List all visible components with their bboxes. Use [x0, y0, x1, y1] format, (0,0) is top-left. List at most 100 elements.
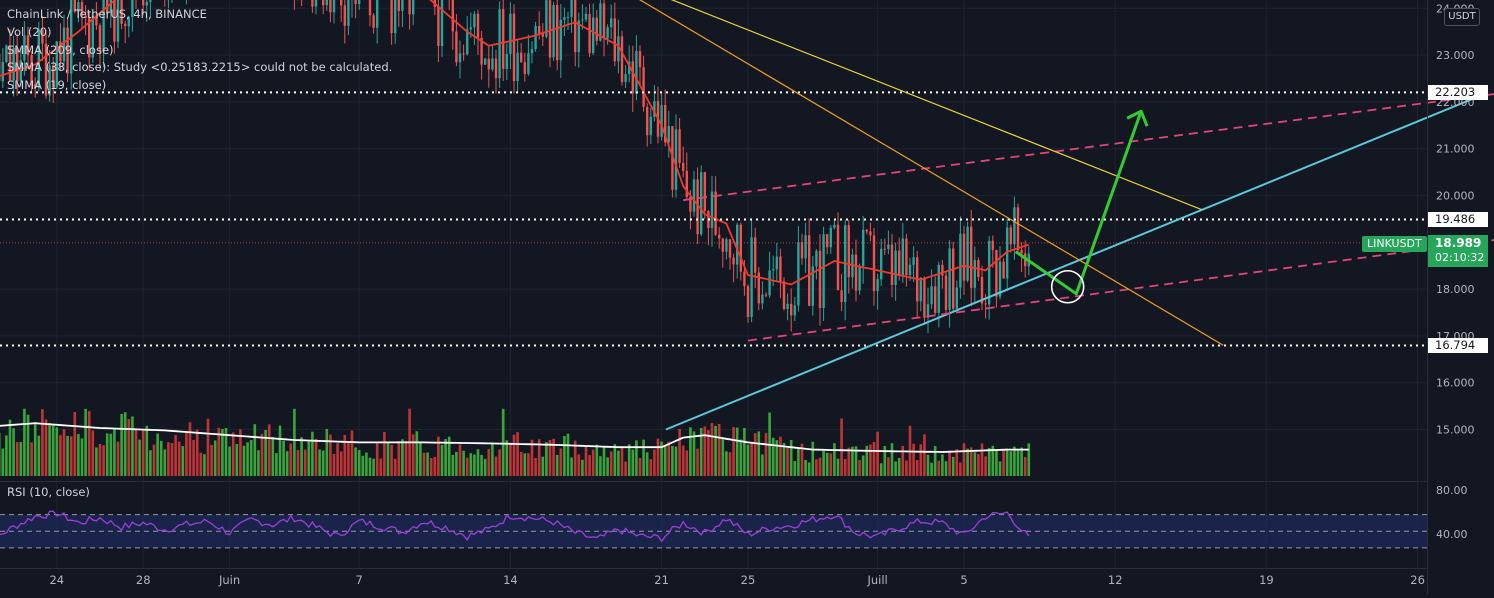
volume-bar — [761, 454, 764, 476]
indicator-smma-19[interactable]: SMMA (19, close) — [7, 77, 392, 95]
volume-bar — [66, 436, 69, 476]
volume-bar — [272, 437, 275, 476]
projection-arrow[interactable] — [1016, 111, 1141, 293]
volume-bar — [686, 451, 689, 476]
symbol-title[interactable]: ChainLink / TetherUS, 4h, BINANCE — [7, 6, 392, 24]
volume-bar — [858, 460, 861, 476]
volume-bar — [693, 431, 696, 476]
candle — [488, 59, 490, 70]
candle — [948, 248, 950, 309]
rsi-legend[interactable]: RSI (10, close) — [7, 485, 90, 499]
channel-upper[interactable] — [683, 64, 1494, 200]
volume-bar — [120, 414, 123, 476]
yellow-line[interactable] — [575, 0, 1201, 210]
currency-button[interactable]: USDT — [1444, 8, 1480, 26]
candle — [970, 227, 972, 288]
volume-bar — [434, 457, 437, 476]
candle — [876, 279, 878, 291]
candle — [581, 19, 583, 20]
volume-bar — [869, 445, 872, 476]
candle — [473, 14, 475, 27]
volume-bar — [603, 446, 606, 476]
volume-bar — [52, 425, 55, 476]
volume-bar — [491, 443, 494, 476]
candle — [822, 234, 824, 308]
candle — [678, 129, 680, 162]
volume-bar — [9, 420, 12, 476]
candle — [786, 304, 788, 309]
candle — [761, 295, 763, 304]
volume-bar — [185, 432, 188, 476]
candle — [808, 235, 810, 306]
volume-bar — [722, 437, 725, 476]
volume-bar — [1006, 449, 1009, 476]
volume-bar — [383, 432, 386, 476]
volume-bar — [480, 455, 483, 476]
volume-bar — [642, 440, 645, 476]
volume-bar — [981, 443, 984, 476]
volume-bar — [614, 444, 617, 476]
candle — [765, 295, 767, 296]
volume-bar — [588, 455, 591, 476]
volume-bar — [340, 451, 343, 476]
volume-bar — [632, 450, 635, 476]
volume-bar — [390, 445, 393, 476]
candle — [729, 239, 731, 257]
indicator-volume[interactable]: Vol (20) — [7, 24, 392, 42]
volume-bar — [729, 452, 732, 476]
volume-bar — [200, 453, 203, 476]
candle — [534, 26, 536, 49]
volume-bar — [1017, 449, 1020, 476]
volume-bar — [581, 460, 584, 476]
volume-bar — [718, 424, 721, 476]
candle — [902, 239, 904, 275]
volume-bar — [779, 437, 782, 476]
volume-bar — [452, 455, 455, 476]
time-tick-label: Juin — [218, 573, 240, 587]
volume-bar — [506, 440, 509, 476]
candle — [963, 234, 965, 281]
volume-bar — [315, 439, 318, 476]
volume-bar — [948, 451, 951, 476]
volume-bar — [441, 445, 444, 476]
volume-bar — [959, 463, 962, 476]
volume-bar — [732, 427, 735, 476]
volume-bar — [142, 430, 145, 476]
volume-bar — [419, 442, 422, 476]
volume-bar — [880, 463, 883, 476]
volume-bar — [362, 456, 365, 476]
volume-bar — [243, 446, 246, 476]
volume-bar — [167, 442, 170, 476]
candle — [524, 62, 526, 74]
indicator-smma-38[interactable]: SMMA (38, close): Study <0.25183.2215> c… — [7, 59, 392, 77]
candle — [873, 235, 875, 291]
blue-trendline[interactable] — [666, 95, 1482, 430]
volume-bar — [207, 419, 210, 476]
time-tick-label: 12 — [1108, 573, 1123, 587]
indicator-smma-209[interactable]: SMMA (209, close) — [7, 42, 392, 60]
volume-bar — [336, 443, 339, 476]
volume-bar — [556, 455, 559, 476]
volume-bar — [401, 439, 404, 476]
volume-bar — [650, 459, 653, 476]
volume-bar — [308, 441, 311, 476]
volume-bar — [808, 462, 811, 476]
volume-bar — [520, 452, 523, 476]
volume-bar — [365, 453, 368, 476]
price-tick-label: 18.000 — [1436, 283, 1475, 296]
volume-bar — [671, 446, 674, 476]
candle — [549, 0, 551, 57]
candle — [495, 59, 497, 79]
volume-bar — [812, 442, 815, 476]
candle — [801, 242, 803, 258]
pane-separator[interactable] — [0, 481, 1427, 482]
candle — [660, 105, 662, 137]
candle — [959, 234, 961, 288]
volume-bar — [38, 436, 41, 476]
volume-bar — [41, 409, 44, 476]
volume-bar — [714, 426, 717, 476]
volume-bar — [268, 424, 271, 476]
volume-bar — [318, 449, 321, 476]
candle — [891, 245, 893, 285]
volume-bar — [286, 451, 289, 476]
